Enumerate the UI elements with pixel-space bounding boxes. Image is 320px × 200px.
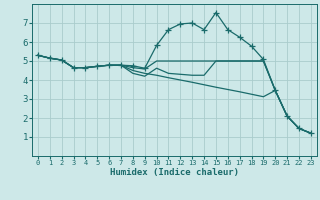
X-axis label: Humidex (Indice chaleur): Humidex (Indice chaleur) — [110, 168, 239, 177]
